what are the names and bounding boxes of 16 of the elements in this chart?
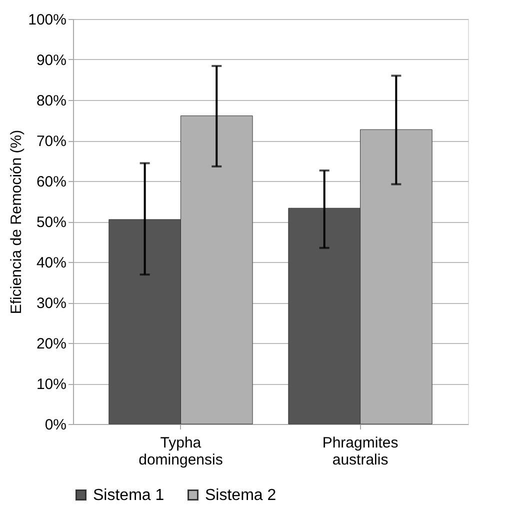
y-tick-label: 50% (36, 214, 66, 231)
y-tick-label: 30% (36, 295, 66, 312)
y-tick-label: 70% (36, 133, 66, 150)
y-tick-label: 20% (36, 336, 66, 352)
x-tick-label: Typha domingensis (138, 434, 223, 468)
x-tick-label: Phragmites australis (322, 434, 398, 468)
y-tick-label: 80% (36, 92, 66, 110)
y-tick-label: 40% (36, 254, 66, 272)
legend-label: Sistema 1 (93, 487, 164, 504)
y-tick-label: 60% (36, 174, 66, 190)
y-tick-label: 90% (36, 52, 66, 69)
y-tick-label: 100% (28, 12, 66, 28)
legend-label: Sistema 2 (205, 487, 276, 504)
y-tick-label: 10% (36, 376, 66, 393)
y-axis-title: Eficiencia de Remoción (%) (8, 130, 26, 314)
y-tick-label: 0% (44, 416, 66, 434)
